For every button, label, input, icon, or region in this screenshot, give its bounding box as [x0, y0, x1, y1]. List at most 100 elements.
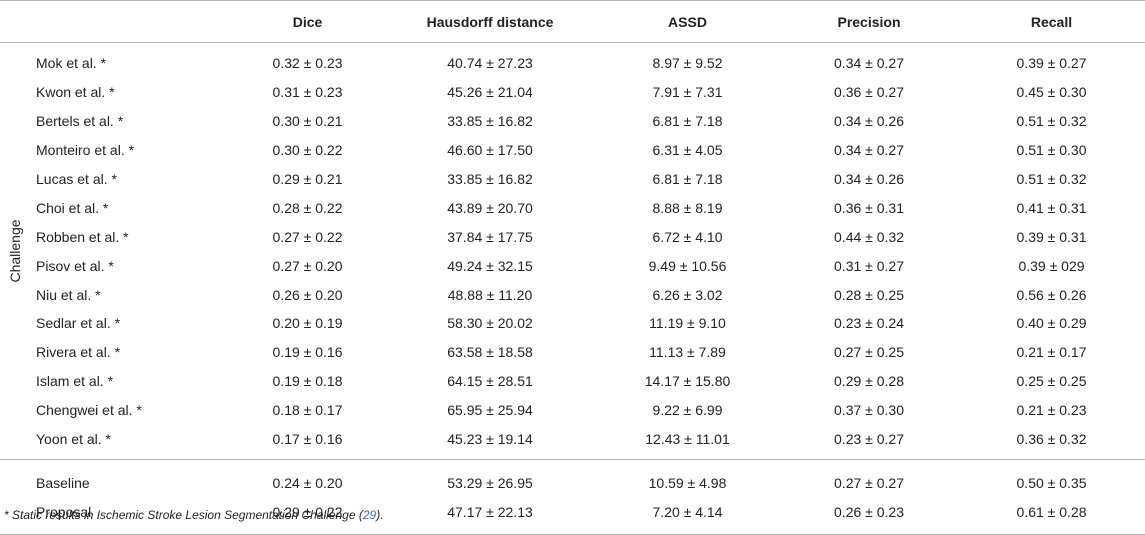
- assd-cell: 11.19 ± 9.10: [649, 315, 726, 332]
- table-row: Choi et al. * 0.28 ± 0.22 43.89 ± 20.70 8.8…: [0, 193, 1145, 222]
- precision-cell: 0.36 ± 0.27: [834, 84, 904, 101]
- precision-cell: 0.36 ± 0.31: [834, 199, 904, 216]
- precision-cell: 0.31 ± 0.27: [834, 257, 904, 274]
- header-method: [30, 0, 230, 43]
- assd-cell: 6.81 ± 7.18: [652, 113, 723, 130]
- precision-cell: 0.23 ± 0.24: [834, 315, 904, 332]
- hausdorff-cell: 49.24 ± 32.15: [447, 257, 533, 274]
- header-precision: Precision: [780, 0, 958, 43]
- recall-cell: 0.50 ± 0.35: [1016, 474, 1087, 491]
- hausdorff-cell: 33.85 ± 16.82: [447, 113, 533, 130]
- table-row: Robben et al. * 0.27 ± 0.22 37.84 ± 17.75 6…: [0, 222, 1145, 251]
- precision-cell: 0.26 ± 0.23: [780, 497, 958, 535]
- hausdorff-cell: 63.58 ± 18.58: [447, 344, 533, 361]
- precision-cell: 0.34 ± 0.27: [834, 55, 904, 72]
- recall-cell: 0.39 ± 029: [1018, 257, 1085, 274]
- assd-cell: 6.26 ± 3.02: [652, 286, 723, 303]
- hausdorff-cell: 58.30 ± 20.02: [447, 315, 533, 332]
- method-cell: Islam et al. *: [36, 373, 114, 390]
- table-header: Dice Hausdorff distance ASSD Precision R…: [0, 0, 1145, 43]
- table-row: Pisov et al. * 0.27 ± 0.20 49.24 ± 32.15 9.…: [0, 251, 1145, 280]
- hausdorff-cell: 46.60 ± 17.50: [447, 142, 533, 159]
- header-assd: ASSD: [595, 0, 780, 43]
- header-dice: Dice: [230, 0, 385, 43]
- assd-cell: 7.20 ± 4.14: [595, 497, 780, 535]
- recall-cell: 0.56 ± 0.26: [1016, 286, 1087, 303]
- recall-cell: 0.39 ± 0.31: [1016, 228, 1087, 245]
- hausdorff-cell: 64.15 ± 28.51: [447, 373, 533, 390]
- method-cell: Robben et al. *: [36, 228, 129, 245]
- group-label-challenge: Challenge: [7, 219, 23, 283]
- assd-cell: 9.22 ± 6.99: [652, 402, 723, 419]
- dice-cell: 0.17 ± 0.16: [230, 424, 385, 461]
- hausdorff-cell: 65.95 ± 25.94: [447, 402, 533, 419]
- precision-cell: 0.34 ± 0.27: [834, 142, 904, 159]
- recall-cell: 0.61 ± 0.28: [958, 497, 1145, 535]
- assd-cell: 7.91 ± 7.31: [652, 84, 723, 101]
- footnote: * Static results in Ischemic Stroke Lesi…: [4, 508, 384, 522]
- recall-cell: 0.21 ± 0.17: [1016, 344, 1087, 361]
- method-cell: Proposal: [30, 497, 230, 535]
- dice-cell: 0.27 ± 0.20: [272, 257, 343, 274]
- precision-cell: 0.34 ± 0.26: [834, 113, 904, 130]
- recall-cell: 0.41 ± 0.31: [1016, 199, 1087, 216]
- method-cell: Monteiro et al. *: [36, 142, 135, 159]
- dice-cell: 0.24 ± 0.20: [272, 474, 343, 491]
- dice-cell: 0.32 ± 0.23: [272, 55, 343, 72]
- hausdorff-cell: 53.29 ± 26.95: [447, 474, 533, 491]
- assd-cell: 10.59 ± 4.98: [648, 474, 727, 491]
- precision-cell: 0.34 ± 0.26: [834, 171, 904, 187]
- assd-cell: 8.88 ± 8.19: [652, 199, 723, 216]
- recall-cell: 0.39 ± 0.27: [1016, 55, 1087, 72]
- recall-cell: 0.40 ± 0.29: [1016, 315, 1087, 332]
- footnote-citation-link[interactable]: 29: [362, 508, 377, 522]
- assd-cell: 12.43 ± 11.01: [595, 424, 780, 461]
- assd-cell: 6.31 ± 4.05: [652, 142, 723, 159]
- method-cell: Lucas et al. *: [36, 171, 117, 187]
- table-row: Bertels et al. * 0.30 ± 0.21 33.85 ± 16.82…: [0, 107, 1145, 136]
- dice-cell: 0.31 ± 0.23: [272, 84, 343, 101]
- precision-cell: 0.28 ± 0.25: [834, 286, 904, 303]
- hausdorff-cell: 33.85 ± 16.82: [447, 171, 533, 187]
- table-row: Niu et al. * 0.26 ± 0.20 48.88 ± 11.20 6.26…: [0, 280, 1145, 309]
- method-cell: Sedlar et al. *: [36, 315, 121, 332]
- recall-cell: 0.25 ± 0.25: [1016, 373, 1087, 390]
- assd-cell: 11.13 ± 7.89: [649, 344, 726, 361]
- table-row: Rivera et al. * 0.19 ± 0.16 63.58 ± 18.58 1…: [0, 338, 1145, 367]
- recall-cell: 0.51 ± 0.32: [1016, 171, 1087, 187]
- hausdorff-cell: 45.23 ± 19.14: [385, 424, 595, 461]
- recall-cell: 0.51 ± 0.30: [1016, 142, 1087, 159]
- dice-cell: 0.30 ± 0.22: [272, 142, 343, 159]
- hausdorff-cell: 37.84 ± 17.75: [447, 228, 533, 245]
- dice-cell: 0.29 ± 0.21: [272, 171, 343, 187]
- precision-cell: 0.29 ± 0.28: [834, 373, 904, 390]
- group-cell-challenge: Challenge: [0, 42, 30, 461]
- table-row: Lucas et al. * 0.29 ± 0.21 33.85 ± 16.82 6.…: [0, 165, 1145, 194]
- dice-cell: 0.27 ± 0.22: [272, 228, 343, 245]
- precision-cell: 0.23 ± 0.27: [780, 424, 958, 461]
- hausdorff-cell: 45.26 ± 21.04: [447, 84, 533, 101]
- our-method-rows: Baseline 0.24 ± 0.20 53.29 ± 26.95 10.59 ± …: [0, 459, 1145, 535]
- hausdorff-cell: 40.74 ± 27.23: [447, 55, 533, 72]
- footnote-text: * Static results in Ischemic Stroke Lesi…: [4, 508, 363, 522]
- table-row: Baseline 0.24 ± 0.20 53.29 ± 26.95 10.59 ± …: [0, 459, 1145, 535]
- table-row: Kwon et al. * 0.31 ± 0.23 45.26 ± 21.04 7.9…: [0, 78, 1145, 107]
- recall-cell: 0.51 ± 0.32: [1016, 113, 1087, 130]
- dice-cell: 0.26 ± 0.20: [272, 286, 343, 303]
- method-cell: Pisov et al. *: [36, 257, 114, 274]
- assd-cell: 8.97 ± 9.52: [652, 55, 723, 72]
- dice-cell: 0.28 ± 0.22: [272, 199, 343, 216]
- header-hausdorff: Hausdorff distance: [385, 0, 595, 43]
- assd-cell: 6.81 ± 7.18: [652, 171, 723, 187]
- footnote-text-end: ).: [376, 508, 384, 522]
- assd-cell: 14.17 ± 15.80: [644, 373, 731, 390]
- precision-cell: 0.27 ± 0.25: [834, 344, 904, 361]
- table-row: Challenge Mok et al. * 0.32 ± 0.23 40.74 ± …: [0, 42, 1145, 461]
- precision-cell: 0.27 ± 0.27: [834, 474, 904, 491]
- group-cell-empty: [0, 459, 30, 535]
- dice-cell: 0.19 ± 0.18: [272, 373, 343, 390]
- header-group: [0, 0, 30, 43]
- assd-cell: 9.49 ± 10.56: [648, 257, 727, 274]
- table-row: Chengwei et al. * 0.18 ± 0.17 65.95 ± 25.9…: [0, 396, 1145, 425]
